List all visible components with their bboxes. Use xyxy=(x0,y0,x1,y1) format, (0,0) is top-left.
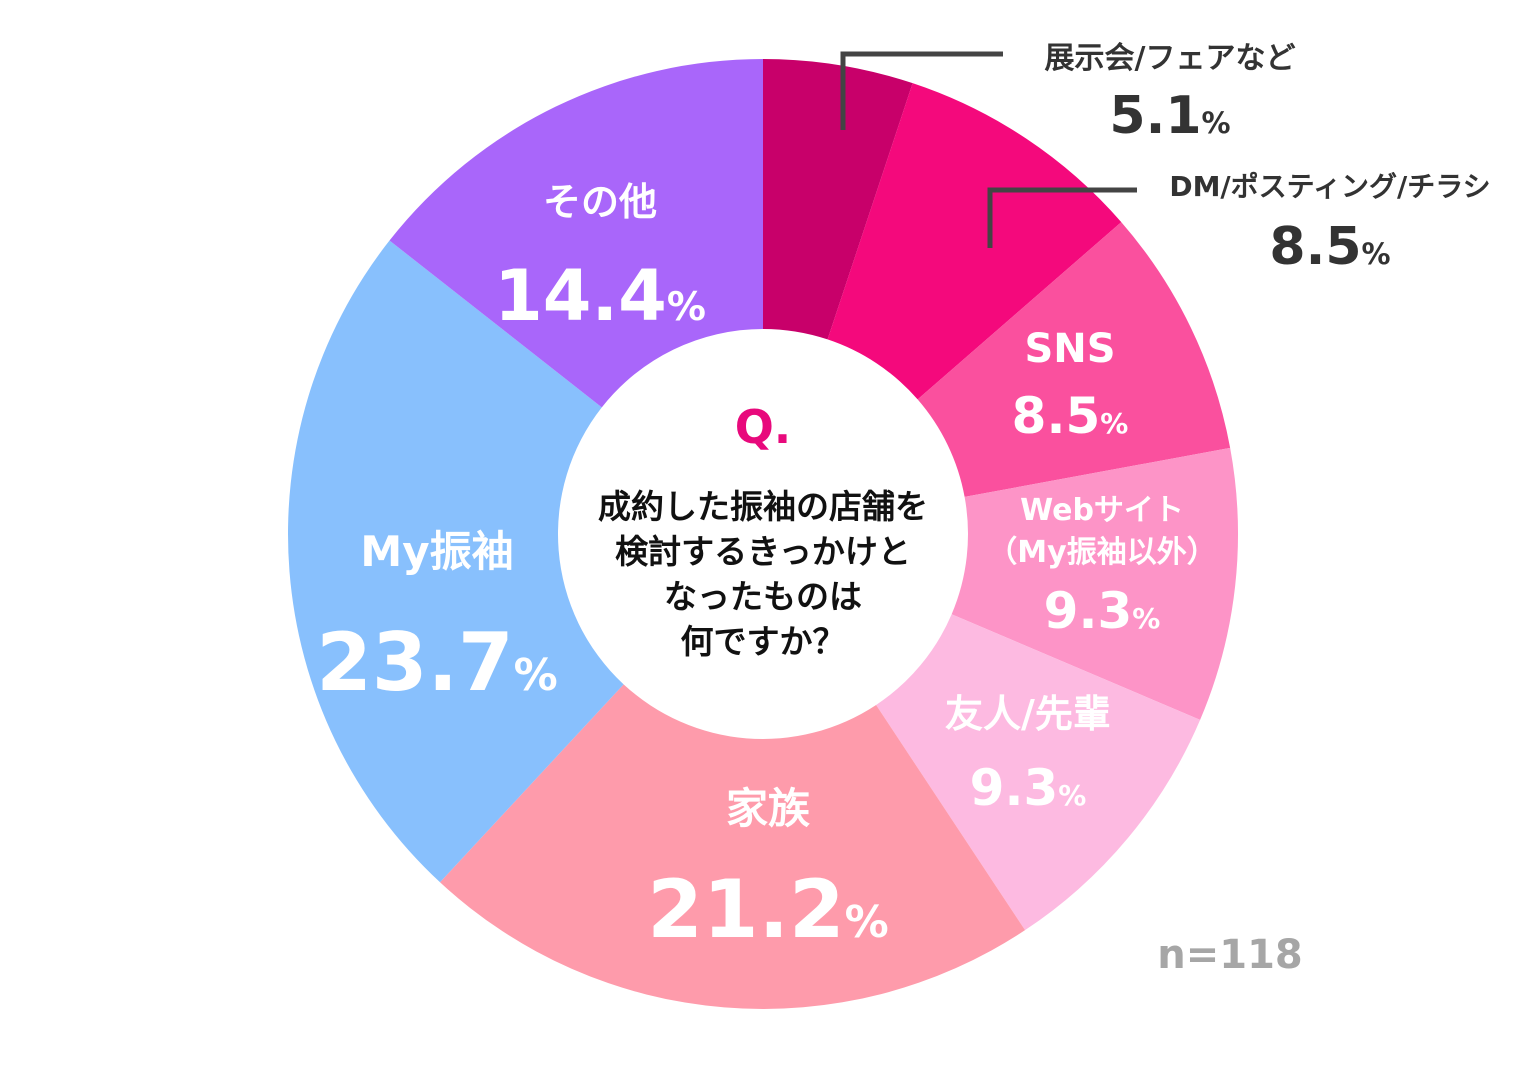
center-question-line-2: 検討するきっかけと xyxy=(615,532,911,571)
leader-lines xyxy=(840,51,1137,248)
slice-value-1: 8.5% xyxy=(1269,217,1390,277)
slice-unit-3: % xyxy=(1132,602,1160,635)
slice-label-1-line-0: DM/ポスティング/チラシ xyxy=(1169,170,1490,203)
slices-group xyxy=(288,59,1238,1009)
slice-6 xyxy=(288,240,624,883)
slice-unit-4: % xyxy=(1058,779,1086,812)
slice-label-3-line-1: （My振袖以外） xyxy=(987,535,1216,570)
slice-label-7-line-0: その他 xyxy=(543,180,657,224)
center-question-line-1: 成約した振袖の店舗を xyxy=(598,487,928,526)
slice-7 xyxy=(389,59,763,408)
slice-3 xyxy=(951,447,1238,720)
slice-4 xyxy=(876,614,1201,931)
slice-5 xyxy=(440,684,1026,1009)
center-question-line-3: なったものは xyxy=(664,577,862,616)
labels-group: 展示会/フェアなど5.1%DM/ポスティング/チラシ8.5%SNS8.5%Web… xyxy=(316,41,1490,956)
leader-line-1 xyxy=(987,187,1137,248)
slice-unit-7: % xyxy=(667,285,706,330)
sample-size: n=118 xyxy=(1157,932,1303,978)
slice-unit-0: % xyxy=(1202,106,1231,140)
slice-value-0: 5.1% xyxy=(1109,86,1230,146)
slice-value-5: 21.2% xyxy=(647,863,888,956)
slice-unit-5: % xyxy=(845,897,889,948)
slice-2 xyxy=(917,222,1231,497)
slice-label-0-line-0: 展示会/フェアなど xyxy=(1045,41,1296,76)
slice-label-2-line-0: SNS xyxy=(1024,326,1115,372)
slice-label-6-line-0: My振袖 xyxy=(360,527,513,576)
center-question-line-4: 何ですか？ xyxy=(681,622,846,661)
center-question: Q. 成約した振袖の店舗を 検討するきっかけと なったものは 何ですか？ xyxy=(598,400,928,661)
center-q-mark: Q. xyxy=(735,400,792,454)
slice-unit-1: % xyxy=(1362,237,1391,271)
slice-label-3-line-0: Webサイト xyxy=(1020,493,1184,528)
leader-line-0 xyxy=(840,51,1003,130)
slice-label-5-line-0: 家族 xyxy=(726,784,810,833)
slice-unit-2: % xyxy=(1100,407,1128,440)
slice-0 xyxy=(763,59,913,340)
slice-label-4-line-0: 友人/先輩 xyxy=(945,692,1111,736)
slice-1 xyxy=(827,83,1122,400)
slice-unit-6: % xyxy=(514,650,558,701)
